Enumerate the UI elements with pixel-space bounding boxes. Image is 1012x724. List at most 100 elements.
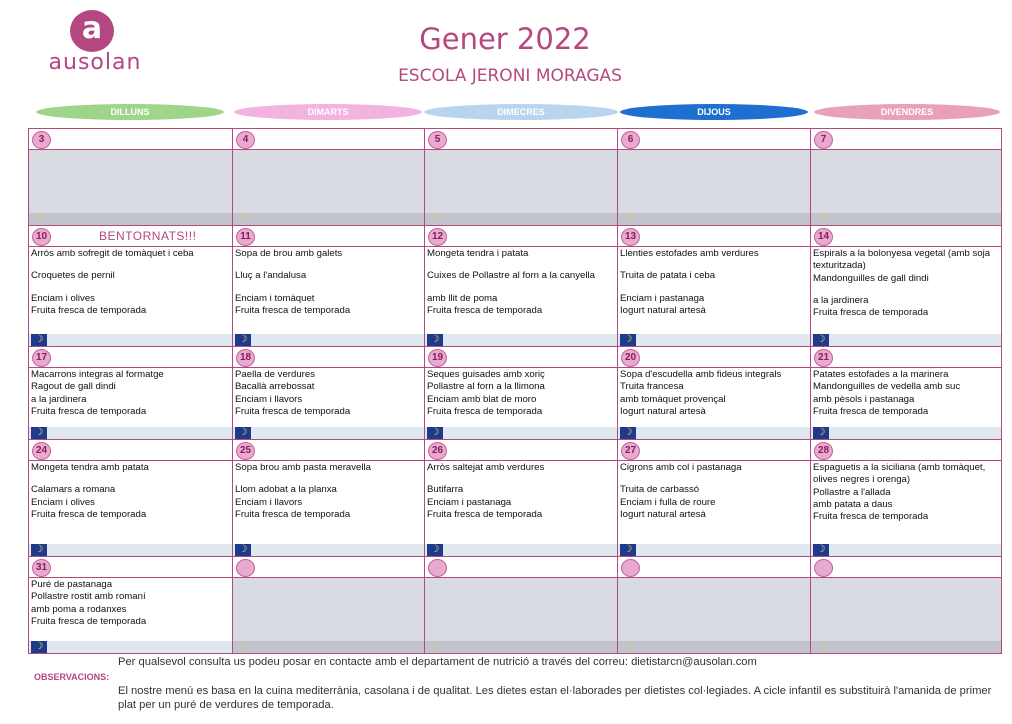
snack-row (811, 334, 1001, 346)
meal-item: Puré de pastanaga (31, 579, 113, 590)
snack-row (233, 544, 424, 556)
day-number: 4 (236, 131, 255, 149)
moon-icon: ☽ (238, 213, 248, 224)
moon-icon: ☽ (430, 213, 440, 224)
snack-row (618, 334, 810, 346)
day-number: 24 (32, 442, 51, 460)
moon-icon: ☽ (620, 544, 636, 556)
day-number (428, 559, 447, 577)
day-cell: 27 Cigrons amb col i pastanaga Truita de c… (618, 440, 811, 557)
day-number: 5 (428, 131, 447, 149)
meal-item: Fruita fresca de temporada (427, 508, 543, 520)
meal-item: Fruita fresca de temporada (31, 508, 147, 520)
meal-item: Fruita fresca de temporada (31, 405, 147, 417)
meal-list: Patates estofades a la marinera Mandongui… (813, 369, 999, 418)
moon-icon: ☽ (620, 334, 636, 346)
page-title: Gener 2022 (419, 22, 591, 56)
moon-icon: ☽ (235, 334, 251, 346)
meal-item: Fruita fresca de temporada (235, 508, 351, 520)
meal-item: Enciam i pastanaga (427, 496, 512, 508)
meal-list: Mongeta tendra i patata Cuixes de Pollast… (427, 248, 615, 317)
meal-list: Arròs saltejat amb verdures Butifarra Enci… (427, 462, 615, 521)
day-number: 21 (814, 349, 833, 367)
meal-item: Ragout de gall dindi (31, 381, 116, 393)
meal-item: a la jardinera (31, 393, 87, 405)
day-number: 20 (621, 349, 640, 367)
meal-list: Mongeta tendra amb patata Calamars a roma… (31, 462, 230, 521)
day-cell: 28 Espaguetis a la siciliana (amb tomàque… (811, 440, 1002, 557)
day-cell: 4 ☽ (233, 128, 425, 226)
meal-item: Mandonguilles de gall dindi (813, 272, 929, 284)
no-service-area (618, 150, 810, 225)
moon-icon: ☽ (620, 427, 636, 439)
snack-row (811, 427, 1001, 439)
observations-label: OBSERVACIONS: (34, 672, 110, 682)
day-cell: 31 Puré de pastanaga Pollastre rostit amb … (28, 557, 233, 654)
moon-icon: ☽ (623, 641, 633, 652)
day-number: 25 (236, 442, 255, 460)
snack-row (233, 427, 424, 439)
moon-icon: ☽ (34, 213, 44, 224)
meal-item: amb llit de poma (427, 292, 498, 304)
meal-item: amb pèsols i pastanaga (813, 393, 915, 405)
meal-list: Macarrons integras al formatge Ragout de … (31, 369, 230, 418)
meal-item: Espaguetis a la siciliana (amb tomàquet, (813, 462, 986, 473)
snack-row (29, 544, 232, 556)
day-number (814, 559, 833, 577)
day-cell: ☽ (233, 557, 425, 654)
meal-item: Enciam i pastanaga (620, 292, 705, 304)
meal-item: Iogurt natural artesà (620, 304, 706, 316)
day-cell: 5 ☽ (425, 128, 618, 226)
day-header-dilluns: DILLUNS (36, 104, 224, 120)
meal-item: Enciam i fulla de roure (620, 496, 716, 508)
meal-list: Sopa brou amb pasta meravella Llom adobat… (235, 462, 422, 521)
meal-item: Enciam i olives (31, 496, 95, 508)
day-number (621, 559, 640, 577)
meal-item: Enciam i olives (31, 292, 95, 304)
meal-item: Bacallà arrebossat (235, 381, 315, 393)
day-number: 7 (814, 131, 833, 149)
snack-row (618, 544, 810, 556)
meal-item: Fruita fresca de temporada (813, 307, 929, 319)
snack-row (29, 427, 232, 439)
moon-icon: ☽ (623, 213, 633, 224)
meal-item: Fruita fresca de temporada (813, 405, 929, 417)
day-cell: 7 ☽ (811, 128, 1002, 226)
meal-item: Truita de carbassó (620, 484, 700, 496)
moon-icon: ☽ (31, 544, 47, 556)
day-number: 12 (428, 228, 447, 246)
day-cell: 3 ☽ (28, 128, 233, 226)
meal-item: Butifarra (427, 484, 464, 496)
day-cell: 24 Mongeta tendra amb patata Calamars a ro… (28, 440, 233, 557)
day-number: 26 (428, 442, 447, 460)
meal-item: Pollastre a l'allada (813, 486, 891, 498)
meal-item: Iogurt natural artesà (620, 405, 706, 417)
day-cell: ☽ (425, 557, 618, 654)
day-cell: ☽ (811, 557, 1002, 654)
day-header-dimarts: DIMARTS (234, 104, 422, 120)
meal-item: Cigrons amb col i pastanaga (620, 462, 742, 473)
observations-text: El nostre menú es basa en la cuina medit… (118, 685, 992, 711)
snack-row (29, 641, 232, 653)
snack-row (425, 427, 617, 439)
day-cell: 12 Mongeta tendra i patata Cuixes de Polla… (425, 226, 618, 347)
meal-item: Fruita fresca de temporada (235, 405, 351, 417)
meal-item: Arròs amb sofregit de tomàquet i ceba (31, 248, 194, 259)
moon-icon: ☽ (31, 427, 47, 439)
meal-list: Sopa de brou amb galets Lluç a l'andalusa… (235, 248, 422, 317)
meal-item: Cuixes de Pollastre al forn a la canyell… (427, 270, 595, 282)
meal-item: Truita de patata i ceba (620, 270, 716, 282)
meal-item: Fruita fresca de temporada (427, 304, 543, 316)
meal-item: a la jardinera (813, 294, 869, 306)
moon-icon: ☽ (813, 427, 829, 439)
meal-item: texturitzada) (813, 260, 866, 272)
day-number: 18 (236, 349, 255, 367)
day-cell: 25 Sopa brou amb pasta meravella Llom adob… (233, 440, 425, 557)
snack-row (811, 544, 1001, 556)
moon-icon: ☽ (816, 213, 826, 224)
meal-item: amb tomàquet provençal (620, 393, 726, 405)
no-service-area (425, 150, 617, 225)
no-service-area (29, 150, 232, 225)
snack-row (29, 334, 232, 346)
meal-list: Puré de pastanaga Pollastre rostit amb ro… (31, 579, 230, 628)
